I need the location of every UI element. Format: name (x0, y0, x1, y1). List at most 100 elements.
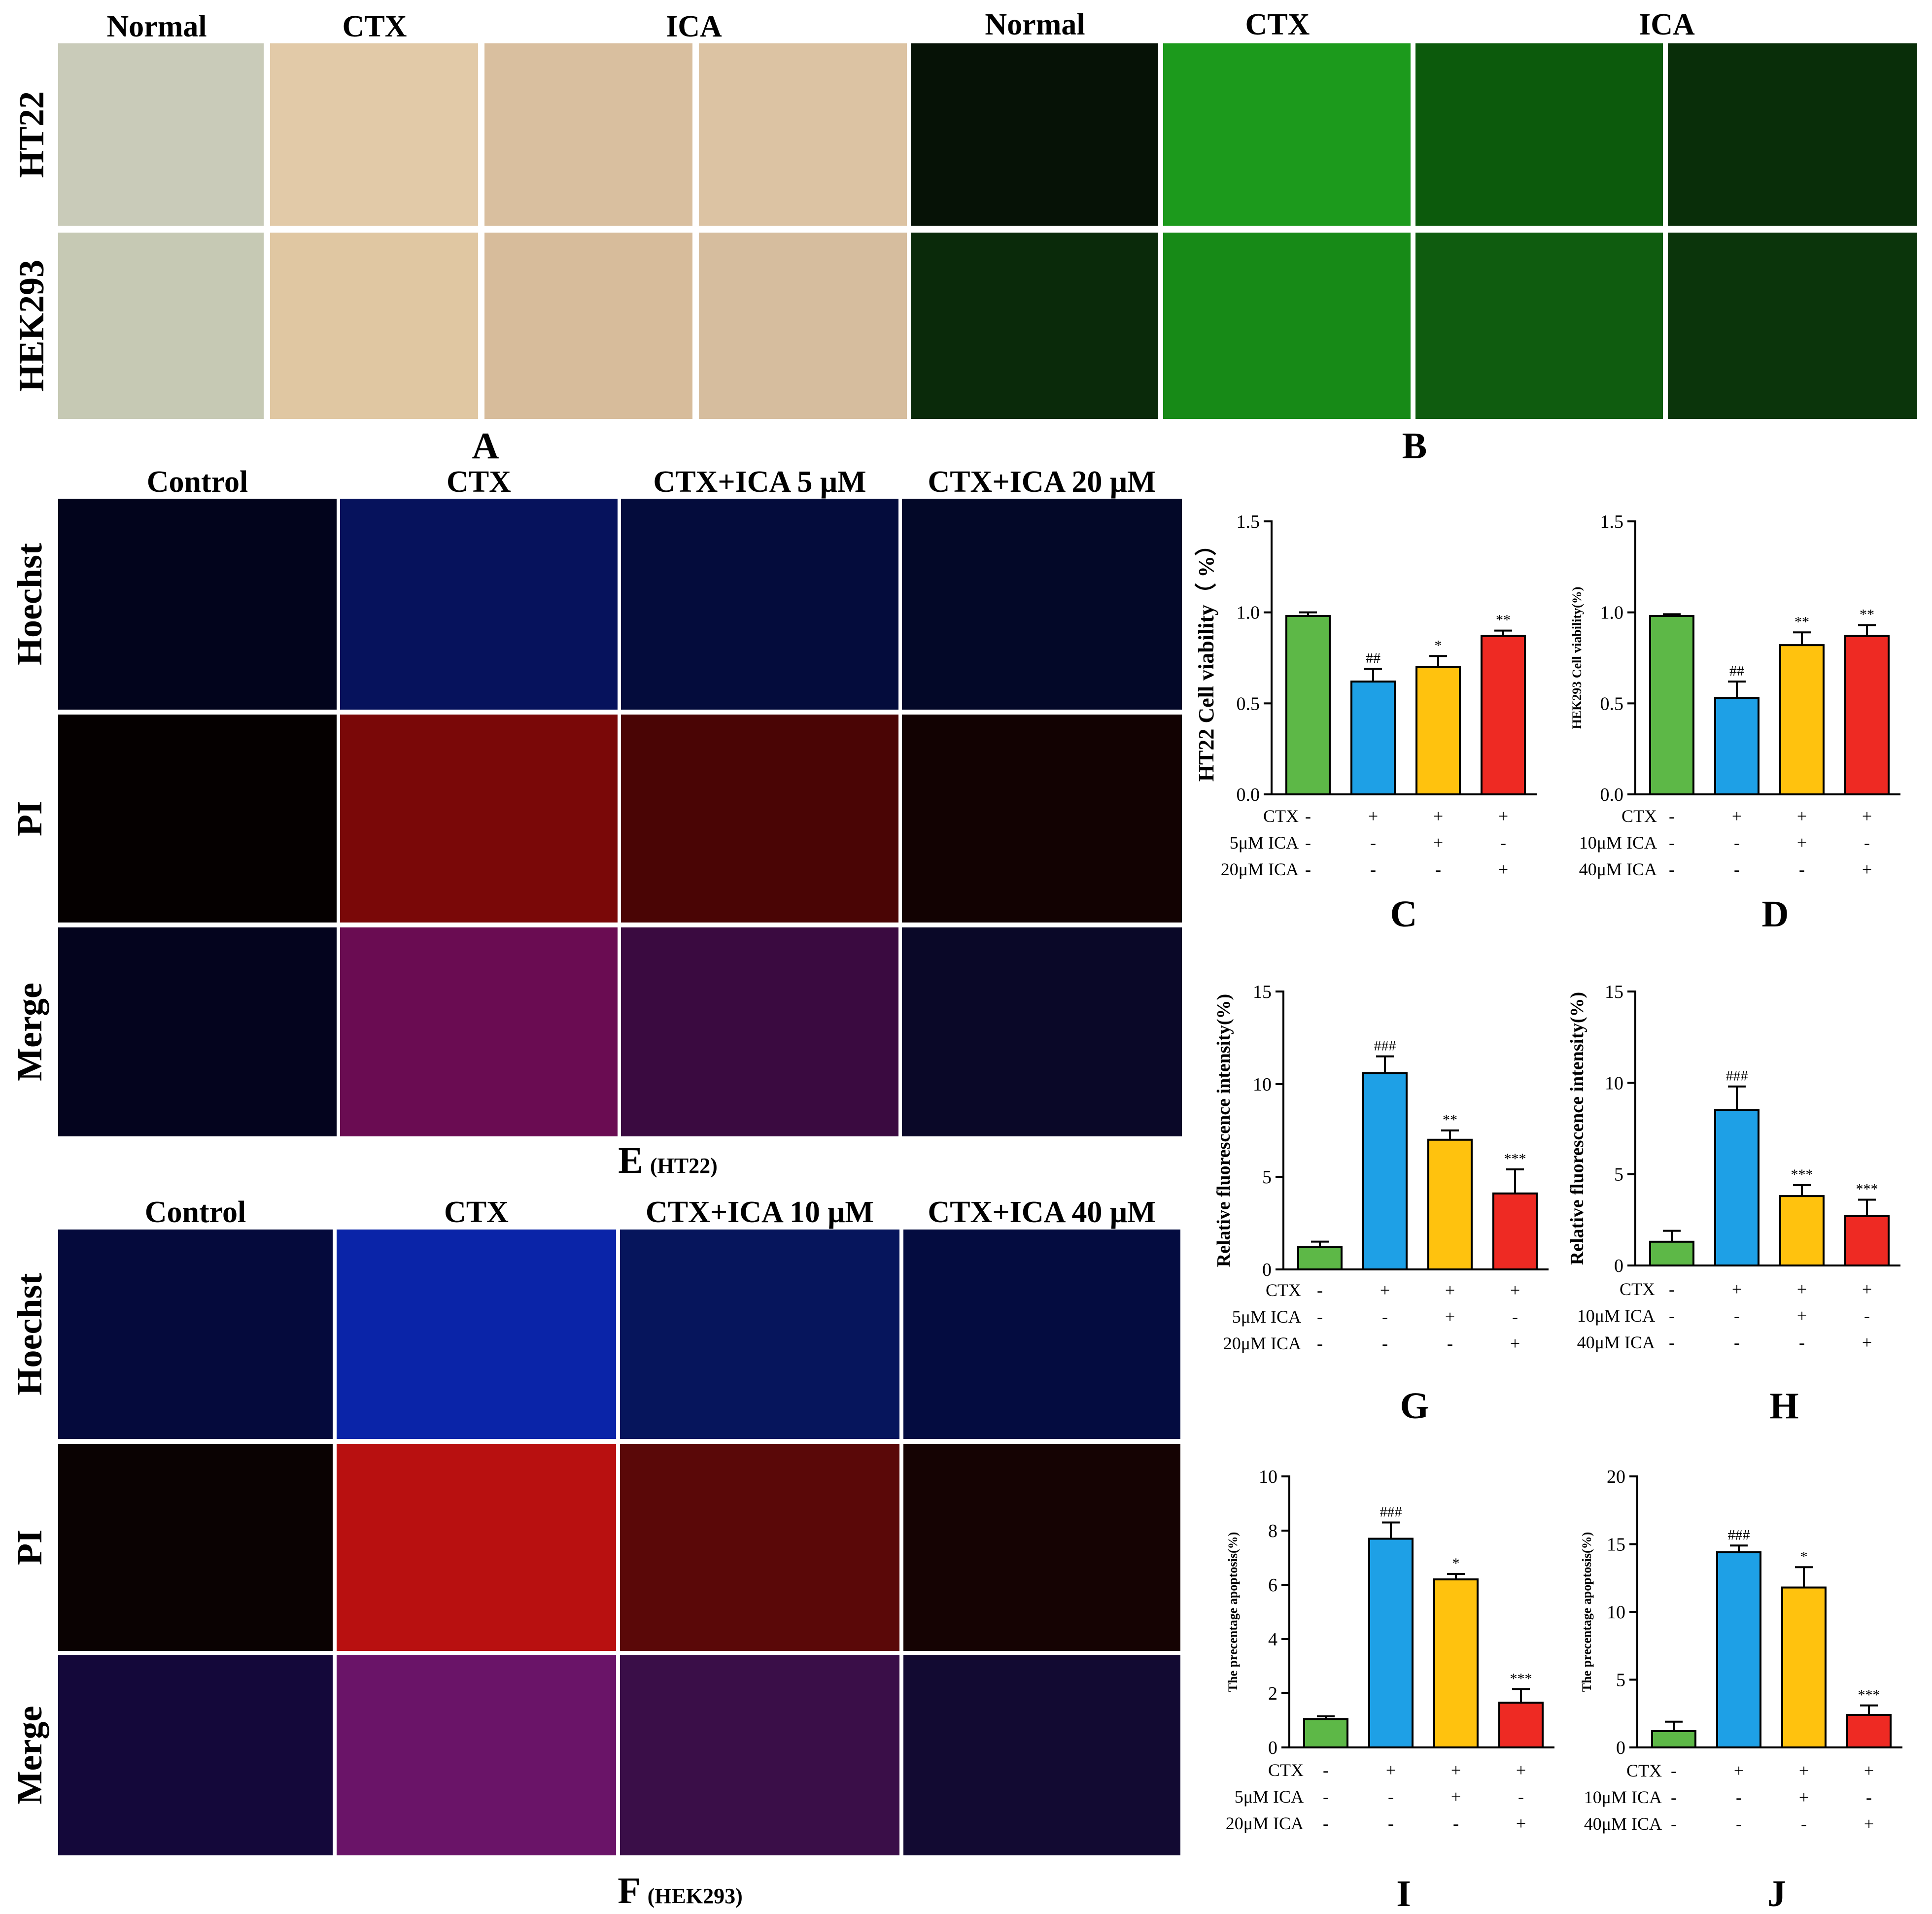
bar (1350, 681, 1396, 795)
treatment-mark: - (1669, 833, 1675, 853)
bar (1481, 635, 1526, 796)
panel-f-micrograph-pi (903, 1444, 1180, 1651)
panel-e-micrograph-merge (621, 927, 898, 1136)
y-tick-label: 1.5 (1600, 512, 1624, 532)
significance-mark: ## (1729, 663, 1744, 679)
treatment-mark: - (1669, 859, 1675, 879)
significance-mark: *** (1858, 1687, 1880, 1703)
panel-b-header-ctx: CTX (1245, 8, 1310, 41)
bar (1649, 615, 1694, 795)
treatment-name: 5μM ICA (1232, 1307, 1301, 1327)
panel-e-micrograph-pi (621, 715, 898, 923)
panel-b-header-ica: ICA (1639, 8, 1695, 41)
y-tick-label: 1.0 (1237, 603, 1260, 623)
treatment-mark: + (1862, 806, 1872, 826)
treatment-mark: - (1453, 1813, 1459, 1833)
significance-mark: * (1452, 1555, 1460, 1572)
significance-mark: * (1800, 1548, 1808, 1565)
treatment-mark: + (1732, 1279, 1742, 1299)
panel-e-micrograph-merge (340, 927, 618, 1136)
bar (1362, 1072, 1408, 1270)
panel-b-micrograph (911, 43, 1158, 226)
panel-a-label: A (472, 425, 499, 467)
treatment-mark: + (1451, 1787, 1461, 1807)
panel-e-micrograph-merge (58, 927, 337, 1136)
treatment-mark: - (1447, 1333, 1453, 1353)
bar (1844, 1215, 1890, 1266)
treatment-mark: - (1671, 1761, 1677, 1780)
treatment-mark: - (1305, 833, 1311, 853)
y-axis-label: Relative fluorescence intensity(%) (1213, 994, 1234, 1267)
panel-e-label: E (HT22) (618, 1140, 718, 1181)
panel-f-micrograph-merge (620, 1655, 899, 1855)
panel-e-micrograph-pi (902, 715, 1182, 923)
treatment-mark: + (1386, 1760, 1396, 1780)
treatment-name: CTX (1268, 1760, 1304, 1780)
treatment-mark: - (1864, 833, 1870, 853)
panel-b-micrograph (911, 233, 1158, 419)
panel-e-row-label-pi: PI (10, 801, 49, 836)
significance-mark: *** (1791, 1166, 1813, 1183)
treatment-mark: - (1801, 1814, 1807, 1834)
treatment-mark: + (1862, 1279, 1872, 1299)
treatment-mark: - (1435, 859, 1441, 879)
chart-panel-label: H (1769, 1385, 1798, 1427)
y-tick-label: 10 (1607, 1602, 1625, 1623)
panel-b-micrograph (1668, 233, 1917, 419)
bar (1649, 1240, 1694, 1266)
bar (1714, 697, 1760, 795)
panel-a-micrograph (484, 233, 692, 419)
treatment-name: 20μM ICA (1223, 1333, 1301, 1353)
panel-f-micrograph-pi (620, 1444, 899, 1651)
y-tick-label: 4 (1268, 1629, 1277, 1650)
treatment-mark: + (1433, 806, 1443, 826)
bar (1415, 666, 1461, 795)
y-tick-label: 6 (1268, 1575, 1277, 1596)
bar (1716, 1551, 1761, 1748)
significance-mark: ### (1728, 1527, 1750, 1543)
treatment-mark: + (1864, 1814, 1874, 1834)
chart-i: 0 2 4 6 8 10 The precentage apoptosis(%) - - - ###… (1226, 1467, 1554, 1914)
panel-e-header-ctx-ica-5-m: CTX+ICA 5 μM (653, 465, 866, 499)
significance-mark: ** (1443, 1112, 1457, 1128)
treatment-mark: - (1671, 1814, 1677, 1834)
treatment-mark: + (1498, 806, 1508, 826)
panel-f-micrograph-merge (58, 1655, 333, 1855)
treatment-name: CTX (1620, 1279, 1655, 1299)
treatment-mark: - (1736, 1814, 1742, 1834)
y-tick-label: 20 (1607, 1467, 1625, 1487)
panel-e-micrograph-pi (340, 715, 618, 923)
panel-f-micrograph-hoechst (337, 1230, 616, 1439)
treatment-mark: - (1734, 833, 1740, 853)
panel-e-header-control: Control (147, 465, 248, 499)
treatment-name: CTX (1626, 1761, 1662, 1780)
panel-a-micrograph (699, 233, 907, 419)
panel-e-micrograph-hoechst (340, 499, 618, 710)
bar (1498, 1702, 1544, 1748)
y-tick-label: 15 (1253, 982, 1272, 1002)
y-tick-label: 10 (1605, 1073, 1623, 1094)
y-tick-label: 0.0 (1237, 785, 1260, 805)
treatment-mark: - (1323, 1813, 1329, 1833)
panel-f-header-ctx-ica-10-m: CTX+ICA 10 μM (646, 1196, 874, 1229)
y-tick-label: 0.5 (1600, 693, 1624, 714)
treatment-mark: + (1732, 806, 1742, 826)
treatment-name: 5μM ICA (1230, 833, 1299, 853)
panel-a-micrograph (699, 43, 907, 226)
panel-f-header-ctx: CTX (444, 1196, 509, 1229)
panel-a-micrograph (58, 233, 264, 419)
panel-e-header-ctx: CTX (447, 465, 511, 499)
treatment-name: 20μM ICA (1226, 1813, 1304, 1833)
y-tick-label: 10 (1259, 1467, 1277, 1487)
treatment-name: 10μM ICA (1577, 1306, 1655, 1326)
significance-mark: *** (1510, 1671, 1532, 1687)
chart-g: 0 5 10 15 Relative fluorescence intensity(%)… (1213, 982, 1549, 1427)
treatment-mark: - (1671, 1787, 1677, 1807)
panel-a-header-ica: ICA (666, 10, 722, 43)
bar (1427, 1138, 1473, 1271)
treatment-mark: - (1518, 1787, 1524, 1807)
panel-f-micrograph-merge (337, 1655, 616, 1855)
bar (1781, 1586, 1827, 1748)
treatment-mark: + (1862, 1333, 1872, 1352)
significance-mark: ** (1496, 612, 1511, 628)
